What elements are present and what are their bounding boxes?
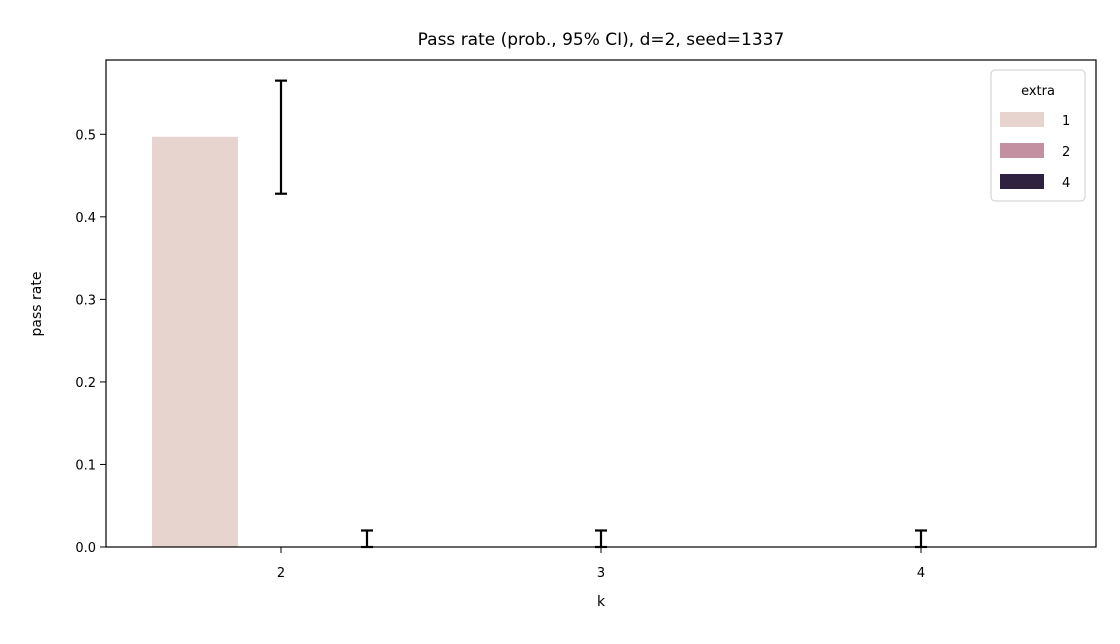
legend: extra 1 2 4 — [990, 69, 1086, 202]
y-axis: 0.0 0.1 0.2 0.3 0.4 0.5 — [75, 128, 106, 556]
legend-label: 1 — [1062, 114, 1070, 129]
chart-title: Pass rate (prob., 95% CI), d=2, seed=133… — [418, 30, 785, 50]
legend-label: 4 — [1062, 176, 1070, 191]
legend-title: extra — [1021, 84, 1055, 99]
legend-swatch — [1000, 143, 1044, 158]
y-tick-label: 0.0 — [75, 541, 96, 556]
y-tick-label: 0.2 — [75, 376, 96, 391]
legend-items: 1 2 4 — [1000, 112, 1070, 191]
legend-label: 2 — [1062, 145, 1070, 160]
x-tick-label: 3 — [597, 566, 605, 581]
bar — [152, 136, 238, 547]
y-tick-label: 0.3 — [75, 293, 96, 308]
legend-box — [990, 69, 1086, 202]
x-tick-label: 2 — [277, 566, 285, 581]
legend-swatch — [1000, 174, 1044, 189]
y-axis-label: pass rate — [29, 272, 45, 337]
error-bars-layer — [275, 79, 927, 549]
x-axis: 2 3 4 — [277, 547, 925, 581]
legend-swatch — [1000, 112, 1044, 127]
bars-layer — [152, 136, 238, 547]
x-axis-label: k — [597, 594, 606, 610]
y-tick-label: 0.5 — [75, 128, 96, 143]
plot-area-frame — [105, 59, 1097, 548]
y-tick-label: 0.4 — [75, 211, 96, 226]
y-tick-label: 0.1 — [75, 458, 96, 473]
x-tick-label: 4 — [917, 566, 925, 581]
